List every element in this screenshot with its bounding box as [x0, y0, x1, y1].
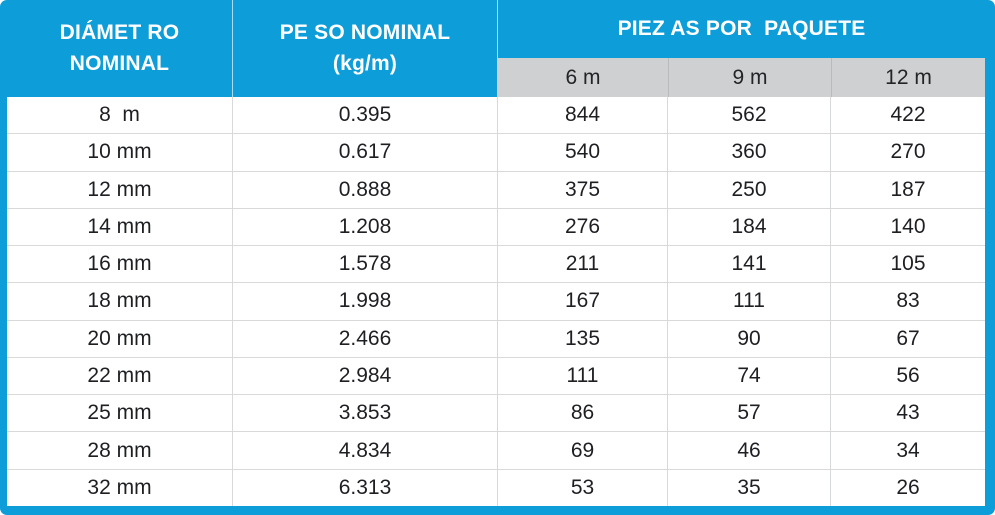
- cell-diameter: 16 mm: [87, 252, 152, 276]
- table-header: DIÁMET RO NOMINAL PE SO NOMINAL (kg/m) P…: [7, 0, 985, 97]
- cell-pieces-9m: 57: [667, 395, 830, 432]
- cell-pieces-12m: 56: [830, 357, 985, 395]
- header-peso-nominal: PE SO NOMINAL (kg/m): [232, 0, 497, 97]
- cell-diameter: 14 mm: [87, 214, 152, 238]
- cell-pieces-12m: 270: [830, 134, 985, 171]
- cell-weight: 2.984: [232, 357, 497, 395]
- table-row: 28 mm 4.834 69 46 34: [7, 432, 985, 470]
- cell-weight: 6.313: [232, 469, 497, 506]
- table-row: 20 mm 2.466 135 90 67: [7, 320, 985, 358]
- cell-pieces-9m: 562: [667, 97, 830, 134]
- cell-diameter: 25 mm: [87, 401, 152, 425]
- cell-pieces-9m: 184: [667, 208, 830, 246]
- table-row: 25 mm 3.853 86 57 43: [7, 395, 985, 433]
- cell-pieces-6m: 167: [497, 283, 667, 320]
- cell-diameter: 18 mm: [87, 289, 152, 313]
- cell-pieces-12m: 26: [830, 469, 985, 506]
- table-row: 32 mm 6.313 53 35 26: [7, 469, 985, 506]
- cell-weight: 3.853: [232, 395, 497, 432]
- cell-pieces-6m: 53: [497, 469, 667, 506]
- cell-pieces-12m: 187: [830, 171, 985, 208]
- cell-diameter: 8 m: [99, 103, 140, 127]
- cell-weight: 4.834: [232, 432, 497, 469]
- cell-pieces-12m: 105: [830, 246, 985, 283]
- cell-pieces-9m: 35: [667, 469, 830, 506]
- header-length-6m: 6 m: [565, 65, 601, 89]
- cell-diameter: 32 mm: [87, 475, 152, 499]
- header-length-row: 6 m 9 m 12 m: [498, 58, 985, 97]
- cell-weight: 0.617: [232, 134, 497, 171]
- table-row: 14 mm 1.208 276 184 140: [7, 208, 985, 247]
- cell-pieces-9m: 360: [667, 134, 830, 171]
- table-row: 18 mm 1.998 167 111 83: [7, 283, 985, 321]
- cell-diameter: 22 mm: [87, 363, 152, 387]
- table-row: 12 mm 0.888 375 250 187: [7, 171, 985, 209]
- table-row: 8 m 0.395 844 562 422: [7, 97, 985, 135]
- cell-pieces-9m: 141: [667, 246, 830, 283]
- header-length-12m: 12 m: [831, 58, 985, 97]
- cell-pieces-6m: 211: [497, 246, 667, 283]
- cell-weight: 0.395: [232, 97, 497, 134]
- cell-diameter: 20 mm: [87, 326, 152, 350]
- cell-pieces-9m: 46: [667, 432, 830, 469]
- cell-pieces-6m: 69: [497, 432, 667, 469]
- table-body: 8 m 0.395 844 562 422 10 mm 0.617 540 36…: [7, 97, 985, 506]
- cell-pieces-12m: 83: [830, 283, 985, 320]
- cell-pieces-12m: 140: [830, 208, 985, 246]
- cell-pieces-9m: 250: [667, 171, 830, 208]
- cell-weight: 0.888: [232, 171, 497, 208]
- cell-pieces-12m: 34: [830, 432, 985, 469]
- header-piezas-group: PIEZ AS POR PAQUETE 6 m 9 m 12 m: [497, 0, 985, 97]
- cell-diameter: 28 mm: [87, 438, 152, 462]
- cell-pieces-6m: 276: [497, 208, 667, 246]
- header-length-9m: 9 m: [668, 58, 831, 97]
- cell-weight: 2.466: [232, 320, 497, 357]
- cell-pieces-12m: 67: [830, 320, 985, 357]
- cell-pieces-6m: 375: [497, 171, 667, 208]
- cell-pieces-9m: 111: [667, 283, 830, 320]
- cell-diameter: 10 mm: [87, 140, 152, 164]
- cell-pieces-6m: 540: [497, 134, 667, 171]
- cell-weight: 1.208: [232, 208, 497, 246]
- cell-weight: 1.998: [232, 283, 497, 320]
- cell-diameter: 12 mm: [87, 177, 152, 201]
- table-row: 22 mm 2.984 111 74 56: [7, 357, 985, 396]
- cell-pieces-9m: 74: [667, 357, 830, 395]
- header-piezas-por-paquete: PIEZ AS POR PAQUETE: [617, 17, 866, 40]
- cell-pieces-6m: 844: [497, 97, 667, 134]
- table-row: 10 mm 0.617 540 360 270: [7, 134, 985, 172]
- cell-pieces-6m: 86: [497, 395, 667, 432]
- cell-pieces-6m: 111: [497, 357, 667, 395]
- header-diameter-nominal: DIÁMET RO NOMINAL: [59, 21, 180, 75]
- cell-pieces-6m: 135: [497, 320, 667, 357]
- cell-pieces-12m: 422: [830, 97, 985, 134]
- cell-weight: 1.578: [232, 246, 497, 283]
- table-row: 16 mm 1.578 211 141 105: [7, 246, 985, 284]
- cell-pieces-12m: 43: [830, 395, 985, 432]
- cell-pieces-9m: 90: [667, 320, 830, 357]
